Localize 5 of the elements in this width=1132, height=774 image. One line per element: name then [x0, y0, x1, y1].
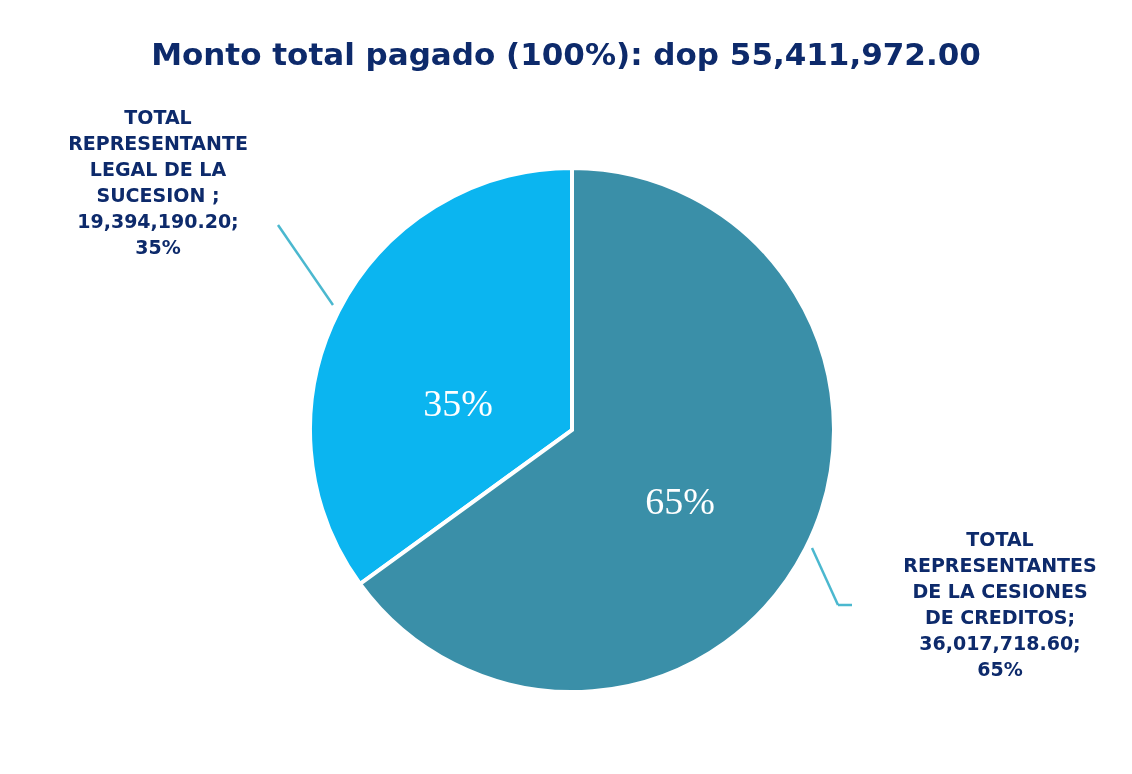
text: 65% [645, 480, 715, 522]
slice-label: TOTAL REPRESENTANTE LEGAL DE LA SUCESION ; 19,394,190.20; 35% [68, 106, 248, 258]
text: 35% [423, 382, 493, 424]
chart-title: Monto total pagado (100%): dop 55,411,972.00 [151, 36, 981, 72]
slice-label: TOTAL REPRESENTANTES DE LA CESIONES DE CREDITOS; 36,017,718.60; 65% [903, 528, 1097, 680]
